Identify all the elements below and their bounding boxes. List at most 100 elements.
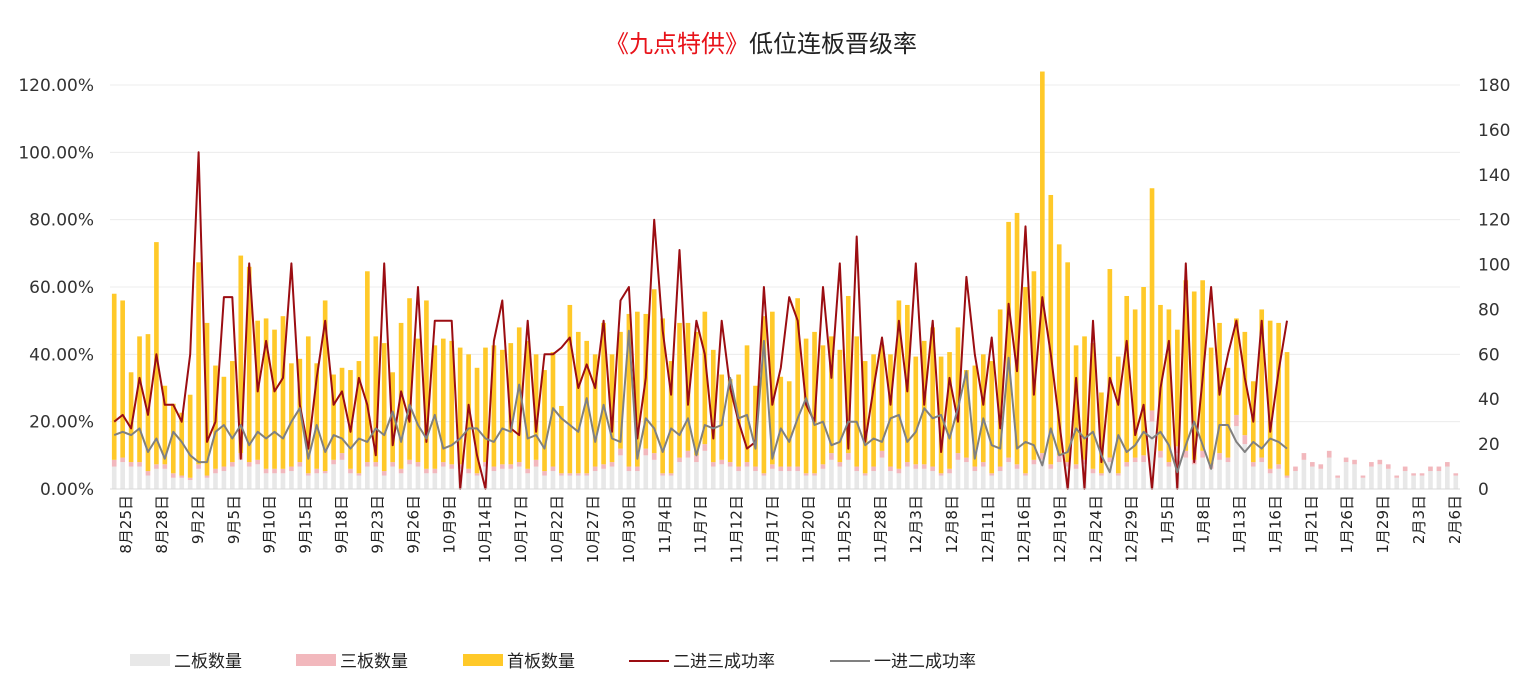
bar-二板数量 — [803, 475, 809, 489]
bar-首板数量 — [997, 309, 1003, 467]
x-tick-label: 12月3日 — [907, 495, 925, 554]
bar-三板数量 — [432, 468, 438, 474]
bar-二板数量 — [1377, 464, 1383, 489]
bar-二板数量 — [187, 480, 193, 489]
bar-首板数量 — [204, 322, 210, 476]
bar-二板数量 — [381, 475, 387, 489]
bar-首板数量 — [1056, 244, 1062, 456]
bar-二板数量 — [314, 473, 320, 489]
bar-二板数量 — [905, 466, 910, 489]
legend-swatch — [296, 654, 336, 666]
bar-首板数量 — [221, 376, 227, 467]
bar-二板数量 — [289, 471, 294, 489]
bar-三板数量 — [761, 473, 767, 476]
bar-三板数量 — [1453, 473, 1459, 476]
x-tick-label: 10月9日 — [440, 495, 458, 554]
bar-二板数量 — [255, 464, 260, 489]
bar-三板数量 — [221, 466, 227, 472]
bar-三板数量 — [1385, 464, 1391, 469]
bar-首板数量 — [1276, 322, 1281, 465]
legend-swatch — [130, 654, 170, 666]
bar-首板数量 — [1234, 318, 1239, 415]
right-tick-label: 40 — [1478, 390, 1500, 410]
bar-首板数量 — [533, 354, 539, 460]
bar-首板数量 — [651, 289, 657, 454]
bar-三板数量 — [1284, 475, 1290, 478]
x-tick-label: 12月29日 — [1123, 495, 1141, 563]
bar-二板数量 — [584, 475, 590, 489]
bar-三板数量 — [365, 462, 370, 467]
bar-二板数量 — [162, 468, 168, 489]
bar-首板数量 — [1082, 336, 1087, 460]
x-tick-label: 1月26日 — [1338, 495, 1356, 554]
bar-首板数量 — [516, 327, 522, 463]
bar-二板数量 — [1115, 475, 1121, 489]
bar-三板数量 — [1326, 450, 1332, 458]
bar-三板数量 — [474, 473, 480, 476]
chart-title: 《九点特供》低位连板晋级率 — [605, 30, 917, 58]
bar-三板数量 — [837, 462, 843, 467]
bar-二板数量 — [120, 462, 125, 489]
bar-首板数量 — [1149, 188, 1155, 411]
bar-二板数量 — [1158, 457, 1163, 489]
bar-首板数量 — [196, 262, 201, 465]
bar-首板数量 — [1242, 331, 1248, 436]
bar-三板数量 — [1149, 410, 1155, 422]
bar-首板数量 — [246, 266, 252, 463]
bar-三板数量 — [508, 464, 514, 469]
bar-二板数量 — [668, 475, 674, 489]
bar-三板数量 — [1065, 462, 1070, 467]
bar-二板数量 — [1090, 473, 1096, 489]
bar-二板数量 — [575, 475, 581, 489]
bar-首板数量 — [626, 313, 632, 467]
bar-首板数量 — [263, 318, 269, 469]
bar-首板数量 — [305, 336, 311, 474]
bar-三板数量 — [559, 473, 564, 476]
bar-二板数量 — [660, 475, 665, 489]
bar-首板数量 — [786, 381, 792, 467]
bar-二板数量 — [1411, 475, 1416, 489]
bar-三板数量 — [1436, 466, 1442, 472]
bar-首板数量 — [1090, 343, 1096, 469]
bar-二板数量 — [1149, 421, 1155, 489]
legend-swatch — [463, 654, 503, 666]
bar-三板数量 — [845, 453, 851, 460]
bar-二板数量 — [736, 471, 741, 489]
bar-三板数量 — [635, 466, 640, 472]
x-tick-label: 2月3日 — [1410, 495, 1428, 544]
bar-二板数量 — [795, 471, 800, 489]
bar-三板数量 — [120, 457, 125, 463]
bar-首板数量 — [1124, 295, 1130, 463]
bar-二板数量 — [1436, 471, 1442, 489]
bar-三板数量 — [896, 468, 902, 474]
bar-首板数量 — [525, 340, 530, 469]
bar-三板数量 — [1014, 464, 1020, 469]
right-axis: 0 20 40 60 80 100 120 140 160 180 — [1478, 76, 1510, 500]
bar-三板数量 — [314, 468, 320, 474]
bar-三板数量 — [272, 468, 277, 474]
bar-二板数量 — [964, 462, 969, 489]
x-tick-label: 9月10日 — [261, 495, 279, 554]
bar-三板数量 — [1234, 414, 1239, 427]
bar-首板数量 — [618, 331, 623, 449]
bar-三板数量 — [795, 466, 800, 472]
bar-三板数量 — [111, 459, 117, 467]
right-tick-label: 100 — [1478, 256, 1510, 276]
bar-二板数量 — [213, 473, 218, 489]
bar-三板数量 — [694, 455, 699, 463]
bar-三板数量 — [1158, 450, 1163, 458]
bar-三板数量 — [407, 459, 412, 465]
left-tick-label: 40.00% — [29, 345, 94, 365]
right-tick-label: 60 — [1478, 345, 1500, 365]
bar-首板数量 — [137, 336, 142, 463]
bar-二板数量 — [643, 455, 649, 489]
bar-首板数量 — [1267, 320, 1273, 469]
bar-首板数量 — [710, 349, 716, 463]
bar-二板数量 — [947, 473, 952, 489]
bar-二板数量 — [339, 459, 345, 489]
x-tick-label: 10月14日 — [476, 495, 494, 563]
bar-三板数量 — [381, 471, 387, 476]
bar-二板数量 — [1369, 466, 1374, 489]
bar-首板数量 — [837, 349, 843, 463]
